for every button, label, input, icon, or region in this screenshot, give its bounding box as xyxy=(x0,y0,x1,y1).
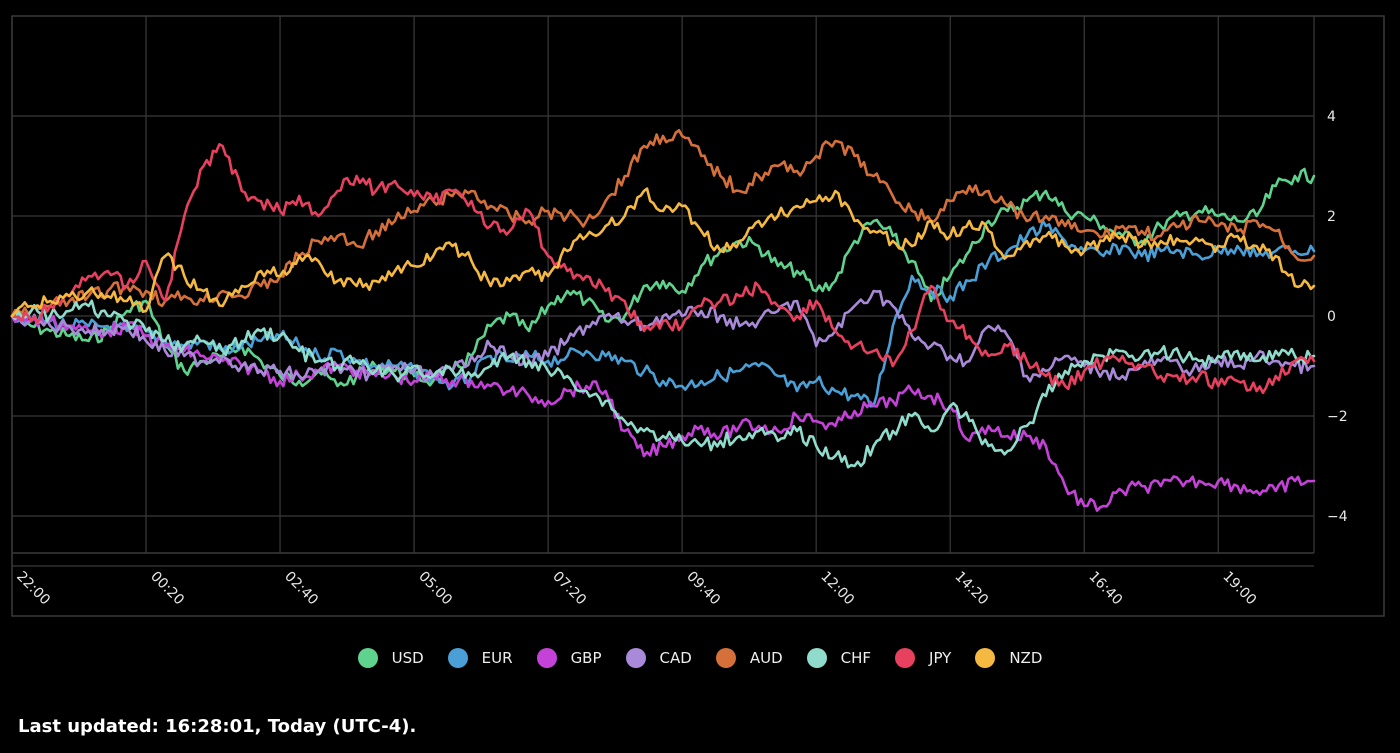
legend-label: CHF xyxy=(840,649,872,667)
series-line-cad xyxy=(10,289,1316,383)
legend-item-cad[interactable]: CAD xyxy=(625,648,692,668)
x-tick-label: 05:00 xyxy=(415,569,455,609)
x-tick-label: 00:20 xyxy=(147,569,187,609)
y-tick-label: 0 xyxy=(1327,309,1336,325)
y-tick-label: 2 xyxy=(1327,209,1336,225)
x-tick-label: 02:40 xyxy=(281,569,321,609)
last-updated-text: Last updated: 16:28:01, Today (UTC-4). xyxy=(18,716,417,737)
legend-label: JPY xyxy=(929,649,952,667)
legend-item-eur[interactable]: EUR xyxy=(447,648,513,668)
legend-label: NZD xyxy=(1009,649,1043,667)
legend-label: EUR xyxy=(481,649,513,667)
legend-item-usd[interactable]: USD xyxy=(357,648,424,668)
x-tick-label: 07:20 xyxy=(549,569,589,609)
legend-item-gbp[interactable]: GBP xyxy=(536,648,602,668)
legend-item-aud[interactable]: AUD xyxy=(715,648,783,668)
y-tick-label: 4 xyxy=(1327,109,1336,125)
series-line-usd xyxy=(10,167,1316,388)
legend-label: AUD xyxy=(749,649,783,667)
legend-swatch xyxy=(625,648,646,668)
legend-item-jpy[interactable]: JPY xyxy=(895,648,951,668)
series-line-chf xyxy=(10,299,1316,469)
legend-swatch xyxy=(536,648,557,668)
series-line-gbp xyxy=(10,314,1316,512)
legend-label: USD xyxy=(391,649,424,667)
legend-item-nzd[interactable]: NZD xyxy=(975,648,1042,668)
x-tick-label: 22:00 xyxy=(13,569,53,609)
legend-label: CAD xyxy=(659,649,692,667)
legend-label: GBP xyxy=(570,649,602,667)
legend-swatch xyxy=(975,648,996,668)
y-tick-label: −2 xyxy=(1327,409,1348,425)
x-tick-label: 16:40 xyxy=(1085,569,1125,609)
chart-area: 4 2 0 −2 −4 22:00 00:20 02:40 05:00 07:20 09:40 12:… xyxy=(10,15,1385,617)
x-tick-label: 09:40 xyxy=(683,569,723,609)
currency-strength-chart: 4 2 0 −2 −4 22:00 00:20 02:40 05:00 07:20 09:40 12:… xyxy=(10,15,1385,617)
legend-swatch xyxy=(447,648,468,668)
chart-legend: USD EUR GBP CAD AUD CHF JPY NZD xyxy=(0,648,1400,668)
x-tick-label: 14:20 xyxy=(951,569,991,609)
y-tick-label: −4 xyxy=(1327,509,1348,525)
legend-swatch xyxy=(357,648,378,668)
legend-swatch xyxy=(715,648,736,668)
series-line-jpy xyxy=(10,143,1316,395)
series-line-nzd xyxy=(10,187,1316,318)
legend-swatch xyxy=(806,648,827,668)
x-tick-label: 19:00 xyxy=(1219,569,1259,609)
legend-swatch xyxy=(895,648,916,668)
x-tick-label: 12:00 xyxy=(817,569,857,609)
legend-item-chf[interactable]: CHF xyxy=(806,648,872,668)
